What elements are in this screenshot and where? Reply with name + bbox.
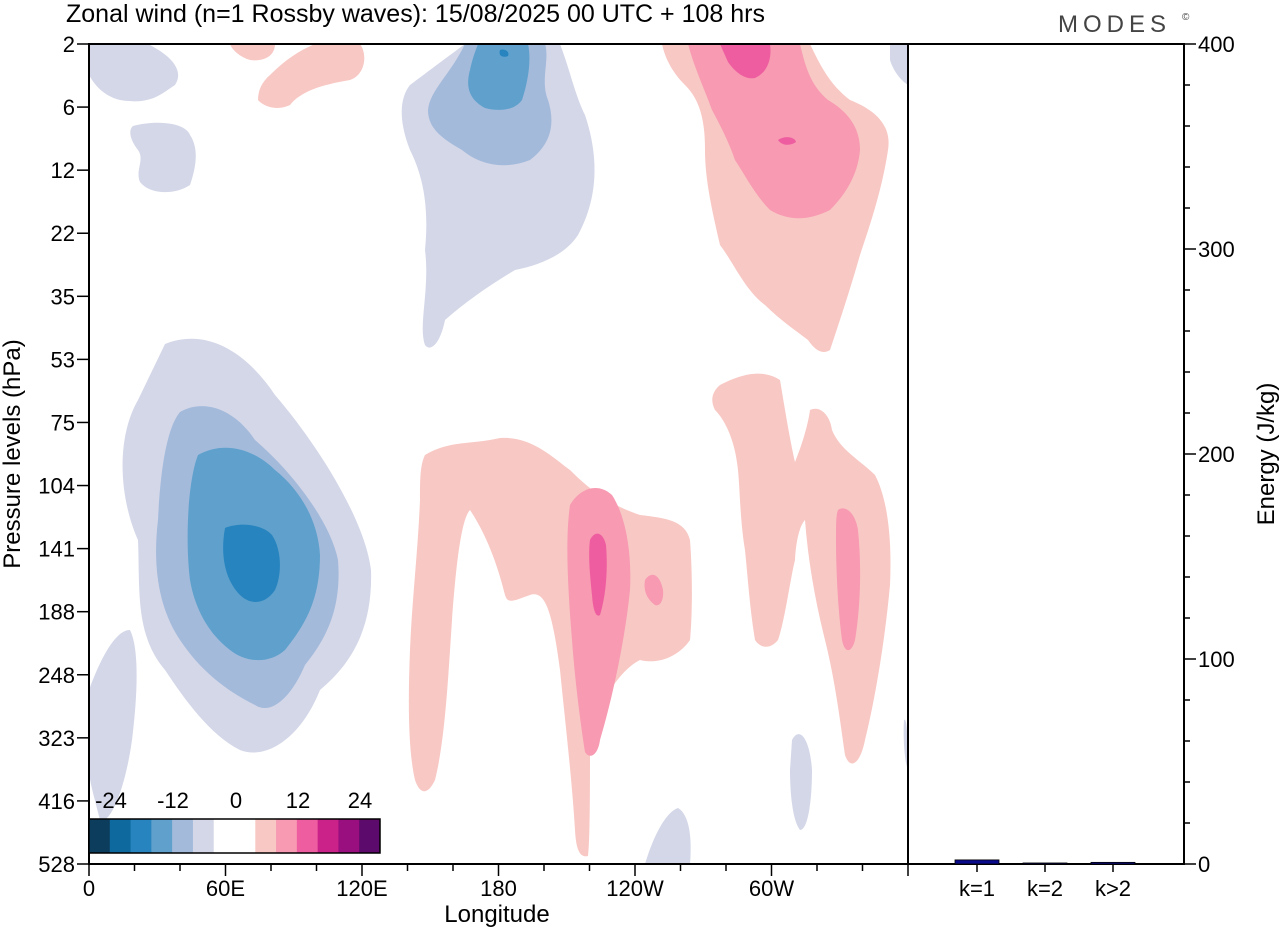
- energy-bars: k=1 k=2 k>2: [954, 859, 1136, 901]
- contour-neg4-east-edge: [903, 719, 908, 770]
- contour-field: [89, 44, 908, 864]
- colorbar-swatch: [338, 819, 360, 853]
- y-tick-label: 12: [51, 158, 75, 183]
- colorbar-label: -12: [157, 788, 189, 813]
- colorbar-swatch: [234, 819, 256, 853]
- colorbar-swatch: [172, 819, 194, 853]
- contour-pos12-trop-mid: [589, 533, 607, 616]
- colorbar-swatch: [192, 819, 215, 853]
- x-tick-label: 120W: [606, 876, 664, 901]
- energy-tick-label: 300: [1198, 237, 1235, 262]
- energy-tick-label: 200: [1198, 442, 1235, 467]
- energy-tick-label: 100: [1198, 647, 1235, 672]
- colorbar-label: 0: [230, 788, 242, 813]
- y-tick-label: 6: [63, 95, 75, 120]
- energy-bar: [1090, 861, 1136, 865]
- x-tick-label: 120E: [336, 876, 387, 901]
- contour-neg4-upper-west: [89, 44, 179, 102]
- contour-pos4-upper-west-small: [230, 44, 275, 61]
- contour-neg4-blob-small: [130, 122, 196, 193]
- chart-title: Zonal wind (n=1 Rossby waves): 15/08/202…: [66, 0, 765, 28]
- contour-neg16-dateline: [499, 49, 509, 57]
- logo-mark: ©: [1182, 12, 1190, 23]
- energy-axis-label: Energy (J/kg): [1253, 383, 1280, 526]
- y-tick-label: 141: [38, 537, 75, 562]
- contour-neg4-surface-west: [89, 630, 137, 821]
- colorbar-swatch: [255, 819, 277, 853]
- energy-category-label: k=2: [1027, 876, 1063, 901]
- x-axis-label: Longitude: [444, 901, 549, 928]
- contour-neg4-east-upper: [890, 44, 908, 85]
- x-tick-label: 60E: [206, 876, 245, 901]
- energy-category-label: k>2: [1095, 876, 1131, 901]
- colorbar-frame: [88, 818, 381, 854]
- energy-plot-frame: [907, 43, 1185, 865]
- y-tick-label: 528: [38, 852, 75, 877]
- contour-neg16-west: [223, 524, 280, 602]
- y-tick-label: 188: [38, 600, 75, 625]
- contour-pos8-troposphere-mid: [567, 487, 631, 756]
- contour-pos8-small-right: [644, 574, 664, 606]
- energy-bar: [1022, 862, 1068, 865]
- y-axis-label: Pressure levels (hPa): [0, 339, 26, 568]
- contour-pos8-stratosphere-east: [688, 44, 860, 219]
- contour-pos12-strat-small: [778, 137, 796, 145]
- y-tick-label: 104: [38, 474, 75, 499]
- y-tick-label: 416: [38, 789, 75, 814]
- y-tick-label: 75: [51, 410, 75, 435]
- contour-pos8-troposphere-east: [836, 508, 861, 651]
- colorbar: [88, 818, 381, 854]
- contour-pos4-troposphere-mid: [408, 437, 692, 857]
- colorbar-swatch: [213, 819, 235, 853]
- energy-axis: 0 100 200 300 400: [1184, 32, 1235, 877]
- contour-neg12-dateline: [468, 44, 530, 110]
- colorbar-swatch: [130, 819, 152, 853]
- y-tick-label: 2: [63, 32, 75, 57]
- colorbar-label: 12: [286, 788, 310, 813]
- colorbar-swatch: [296, 819, 319, 853]
- y-tick-label: 35: [51, 284, 75, 309]
- pressure-axis: 2 6 12 22 35 53 75 104 141 188 248 323 416 528: [38, 32, 89, 877]
- x-tick-label: 180: [480, 876, 517, 901]
- energy-tick-label: 0: [1198, 852, 1210, 877]
- energy-tick-label: 400: [1198, 32, 1235, 57]
- colorbar-swatch: [89, 819, 111, 853]
- contour-neg4-east-lower: [790, 734, 812, 830]
- modes-logo: MODES: [1058, 11, 1171, 38]
- colorbar-swatch: [276, 819, 298, 853]
- energy-category-label: k=1: [959, 876, 995, 901]
- colorbar-swatch: [109, 819, 132, 853]
- contour-pos12-strat-top: [720, 44, 771, 79]
- colorbar-swatch: [151, 819, 173, 853]
- colorbar-swatch: [359, 819, 381, 853]
- energy-bar: [954, 859, 1000, 865]
- y-tick-label: 248: [38, 663, 75, 688]
- colorbar-swatch: [317, 819, 339, 853]
- y-tick-label: 22: [51, 221, 75, 246]
- y-tick-label: 323: [38, 726, 75, 751]
- colorbar-label: 24: [348, 788, 372, 813]
- y-tick-label: 53: [51, 347, 75, 372]
- contour-pos4-troposphere-east: [712, 373, 891, 764]
- x-tick-label: 0: [83, 876, 95, 901]
- x-tick-label: 60W: [749, 876, 794, 901]
- colorbar-labels: -24 -12 0 12 24: [95, 788, 372, 813]
- contour-pos4-upper-mid: [258, 44, 365, 108]
- colorbar-label: -24: [95, 788, 127, 813]
- contour-neg4-surface-mid: [645, 808, 691, 864]
- longitude-axis: 0 60E 120E 180 120W 60W: [83, 864, 909, 901]
